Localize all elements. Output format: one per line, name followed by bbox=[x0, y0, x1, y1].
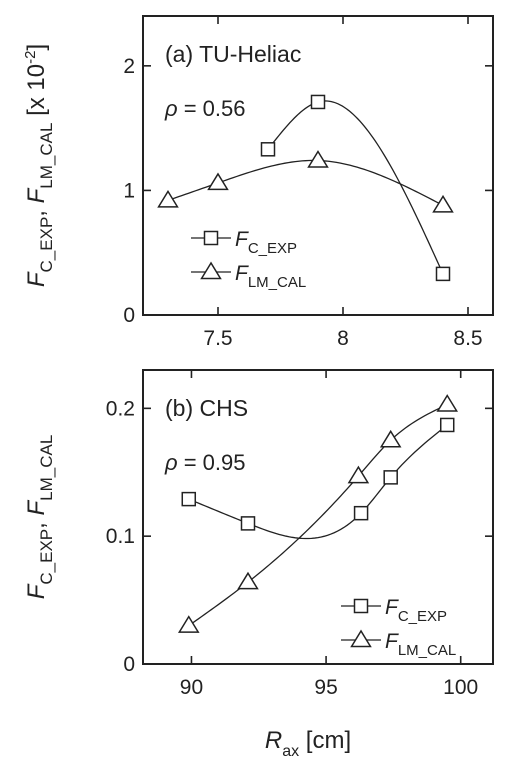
data-point-triangle bbox=[237, 571, 259, 590]
x-tick-label: 95 bbox=[314, 676, 337, 699]
legend-marker-square bbox=[203, 230, 219, 246]
series-line-F_C_EXP bbox=[188, 424, 448, 540]
legend-label-F_C_EXP: FC_EXP bbox=[235, 228, 297, 257]
ylabel-exponent: -2 bbox=[22, 51, 39, 64]
legend-label-sub: LM_CAL bbox=[248, 274, 306, 291]
legend-marker-triangle bbox=[200, 261, 222, 280]
y-axis-label: FC_EXP, FLM_CAL [x 10-2] bbox=[22, 44, 56, 287]
data-point-triangle bbox=[379, 429, 402, 448]
legend-label-sub: LM_CAL bbox=[398, 642, 456, 659]
panel-label: (b) CHS bbox=[165, 395, 248, 421]
ylabel-sep: , bbox=[23, 516, 50, 529]
series-line-F_C_EXP bbox=[267, 100, 444, 275]
series-F_C_EXP bbox=[260, 94, 451, 282]
data-point-triangle bbox=[177, 615, 200, 633]
y-tick-label: 0 bbox=[123, 653, 135, 676]
ylabel-main: F bbox=[23, 583, 50, 599]
data-point-square bbox=[383, 470, 398, 485]
rho-symbol: ρ bbox=[164, 96, 178, 121]
y-tick-label: 0.2 bbox=[106, 397, 135, 420]
ylabel-suffix: [x 10 bbox=[23, 64, 50, 123]
data-point-triangle bbox=[347, 465, 370, 484]
series-line-F_LM_CAL bbox=[167, 159, 444, 206]
legend-label-main: F bbox=[385, 596, 399, 619]
rho-value: = 0.56 bbox=[178, 96, 246, 121]
legend-label-main: F bbox=[235, 228, 249, 251]
data-point-square bbox=[353, 505, 369, 521]
y-axis-label: FC_EXP, FLM_CAL bbox=[23, 435, 56, 600]
ylabel-main2: F bbox=[23, 500, 50, 516]
rho-symbol: ρ bbox=[164, 450, 178, 475]
ylabel-sub1: C_EXP bbox=[37, 217, 56, 273]
series-F_LM_CAL bbox=[177, 394, 459, 633]
legend-label-F_LM_CAL: FLM_CAL bbox=[385, 630, 456, 659]
ylabel-sub1: C_EXP bbox=[37, 529, 56, 585]
legend-label-main: F bbox=[235, 262, 249, 285]
series-line-F_LM_CAL bbox=[188, 403, 448, 627]
ylabel-main2: F bbox=[23, 187, 50, 203]
xlabel-sub: ax bbox=[282, 743, 299, 760]
rho-value: = 0.95 bbox=[178, 450, 246, 475]
rho-annotation: ρ = 0.56 bbox=[164, 96, 246, 121]
legend-marker-square bbox=[353, 598, 369, 614]
xlabel-main: R bbox=[265, 727, 282, 754]
y-tick-label: 1 bbox=[123, 179, 135, 202]
legend-label-F_LM_CAL: FLM_CAL bbox=[235, 262, 306, 291]
legend-label-F_C_EXP: FC_EXP bbox=[385, 596, 447, 625]
xlabel-suffix: [cm] bbox=[299, 727, 351, 754]
ylabel-sub2: LM_CAL bbox=[37, 123, 56, 189]
ylabel-sep: , bbox=[23, 203, 50, 216]
x-tick-label: 8 bbox=[337, 327, 349, 350]
plot-frame bbox=[142, 15, 494, 316]
data-point-triangle bbox=[157, 189, 179, 208]
panel-label: (a) TU-Heliac bbox=[165, 41, 301, 67]
ylabel-main: F bbox=[23, 271, 50, 287]
data-point-triangle bbox=[307, 150, 329, 168]
data-point-square bbox=[439, 417, 455, 433]
rho-annotation: ρ = 0.95 bbox=[164, 450, 246, 475]
data-point-square bbox=[435, 266, 451, 282]
x-tick-label: 8.5 bbox=[453, 327, 482, 350]
plot-frame bbox=[142, 369, 494, 665]
legend-label-sub: C_EXP bbox=[398, 608, 447, 625]
legend-label-sub: C_EXP bbox=[248, 240, 297, 257]
data-point-square bbox=[240, 516, 256, 531]
data-point-triangle bbox=[432, 194, 454, 213]
x-tick-label: 90 bbox=[180, 676, 203, 699]
ylabel-sub2: LM_CAL bbox=[37, 435, 56, 501]
x-tick-label: 100 bbox=[443, 676, 478, 699]
series-F_C_EXP bbox=[181, 417, 455, 540]
legend-marker-triangle bbox=[350, 629, 372, 648]
data-point-square bbox=[310, 94, 326, 110]
x-tick-label: 7.5 bbox=[203, 327, 232, 350]
data-point-triangle bbox=[207, 172, 229, 191]
x-axis-label: Rax [cm] bbox=[265, 727, 351, 760]
data-point-triangle bbox=[436, 394, 459, 412]
legend-label-main: F bbox=[385, 630, 399, 653]
data-point-square bbox=[181, 491, 197, 507]
y-tick-label: 2 bbox=[123, 55, 135, 78]
data-point-square bbox=[260, 142, 276, 157]
y-tick-label: 0.1 bbox=[106, 525, 135, 548]
series-F_LM_CAL bbox=[157, 150, 454, 213]
ylabel-close: ] bbox=[23, 44, 50, 51]
y-tick-label: 0 bbox=[123, 304, 135, 327]
